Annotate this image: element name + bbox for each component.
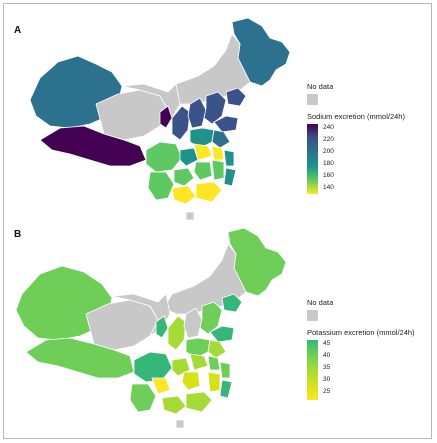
region-a-sichuan xyxy=(145,141,183,173)
legend-a: No data Sodium excretion (mmol/24h) 240 … xyxy=(307,82,427,202)
region-a-hebei xyxy=(203,91,227,125)
region-a-chongqing xyxy=(179,147,199,167)
region-b-shandong xyxy=(209,325,235,343)
region-b-sichuan xyxy=(133,351,173,383)
legend-a-title: Sodium excretion (mmol/24h) xyxy=(307,112,405,121)
legend-a-tick: 180 xyxy=(323,160,334,167)
region-a-shandong xyxy=(213,115,239,133)
region-a-guangxi xyxy=(171,185,197,205)
region-a-innermongolia xyxy=(167,33,251,105)
legend-b-tick: 45 xyxy=(323,340,331,347)
legend-a-tick: 200 xyxy=(323,148,334,155)
region-a-shanxi xyxy=(187,97,207,129)
legend-a-tick: 140 xyxy=(323,184,334,191)
legend-b-nodata-swatch xyxy=(307,310,318,321)
region-b-hebei xyxy=(199,301,223,335)
legend-b-tick: 35 xyxy=(323,364,331,371)
panel-a-label: A xyxy=(14,25,22,36)
legend-b-title: Potassium excretion (mmol/24h) xyxy=(307,328,415,337)
region-b-hainan xyxy=(175,419,185,429)
region-b-hubei xyxy=(189,353,209,371)
region-b-liaoning xyxy=(221,293,243,313)
region-b-jiangsu xyxy=(207,339,227,359)
region-a-liaoning xyxy=(225,87,247,107)
region-b-guangxi xyxy=(161,395,187,415)
region-a-hainan xyxy=(185,211,195,221)
legend-a-tick: 220 xyxy=(323,136,334,143)
region-a-shaanxi xyxy=(171,105,191,141)
legend-a-colorbar xyxy=(307,124,318,194)
region-b-shanxi xyxy=(183,307,203,339)
region-b-guangdong xyxy=(185,391,213,413)
region-b-anhui xyxy=(207,355,221,371)
region-b-shaanxi xyxy=(167,315,187,351)
region-a-hunan xyxy=(193,161,213,181)
legend-a-nodata-swatch xyxy=(307,94,318,105)
region-a-ningxia xyxy=(159,105,173,129)
region-a-yunnan xyxy=(147,171,175,201)
legend-b-nodata-label: No data xyxy=(307,298,334,307)
legend-b-tick: 40 xyxy=(323,352,331,359)
region-b-zhejiang xyxy=(219,361,231,379)
legend-a-tick: 240 xyxy=(323,124,334,131)
region-b-fujian xyxy=(219,379,233,399)
region-b-hunan xyxy=(181,371,201,391)
region-a-hubei xyxy=(193,143,213,161)
region-a-jiangxi xyxy=(211,159,225,181)
region-b-guizhou xyxy=(151,377,171,395)
region-b-ningxia xyxy=(155,315,169,339)
legend-b-tick: 30 xyxy=(323,376,331,383)
legend-b-tick: 25 xyxy=(323,388,331,395)
region-a-jiangsu xyxy=(211,129,231,149)
region-a-anhui xyxy=(211,145,225,161)
region-a-zhejiang xyxy=(223,149,235,167)
region-a-guizhou xyxy=(173,167,195,187)
legend-a-tick: 160 xyxy=(323,172,334,179)
legend-a-nodata-label: No data xyxy=(307,82,334,91)
legend-b: No data Potassium excretion (mmol/24h) 4… xyxy=(307,298,431,408)
region-a-fujian xyxy=(223,167,237,187)
region-b-jiangxi xyxy=(207,371,221,393)
legend-b-colorbar xyxy=(307,340,318,400)
panel-b-label: B xyxy=(14,229,22,240)
region-b-yunnan xyxy=(129,383,157,413)
region-a-guangdong xyxy=(195,181,223,203)
